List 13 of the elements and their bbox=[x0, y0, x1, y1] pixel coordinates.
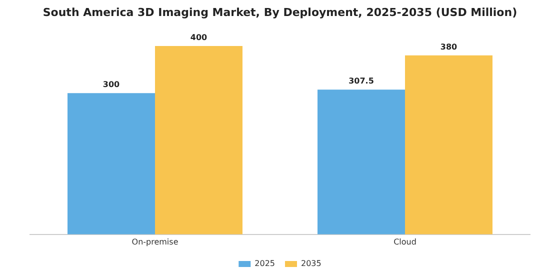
data-label: 400 bbox=[190, 33, 208, 42]
data-label: 300 bbox=[102, 80, 120, 90]
data-label: 307.5 bbox=[348, 76, 374, 86]
chart-title: South America 3D Imaging Market, By Deployment, 2025-2035 (USD Million) bbox=[42, 5, 518, 21]
bar bbox=[318, 90, 405, 234]
legend-label: 2025 bbox=[254, 259, 275, 268]
x-tick-label: On-premise bbox=[132, 237, 178, 246]
bar bbox=[405, 55, 492, 234]
x-tick-label: Cloud bbox=[394, 237, 416, 246]
bar bbox=[155, 46, 242, 234]
legend-label: 2035 bbox=[301, 259, 322, 268]
bar bbox=[68, 93, 155, 234]
data-label: 380 bbox=[440, 42, 458, 52]
